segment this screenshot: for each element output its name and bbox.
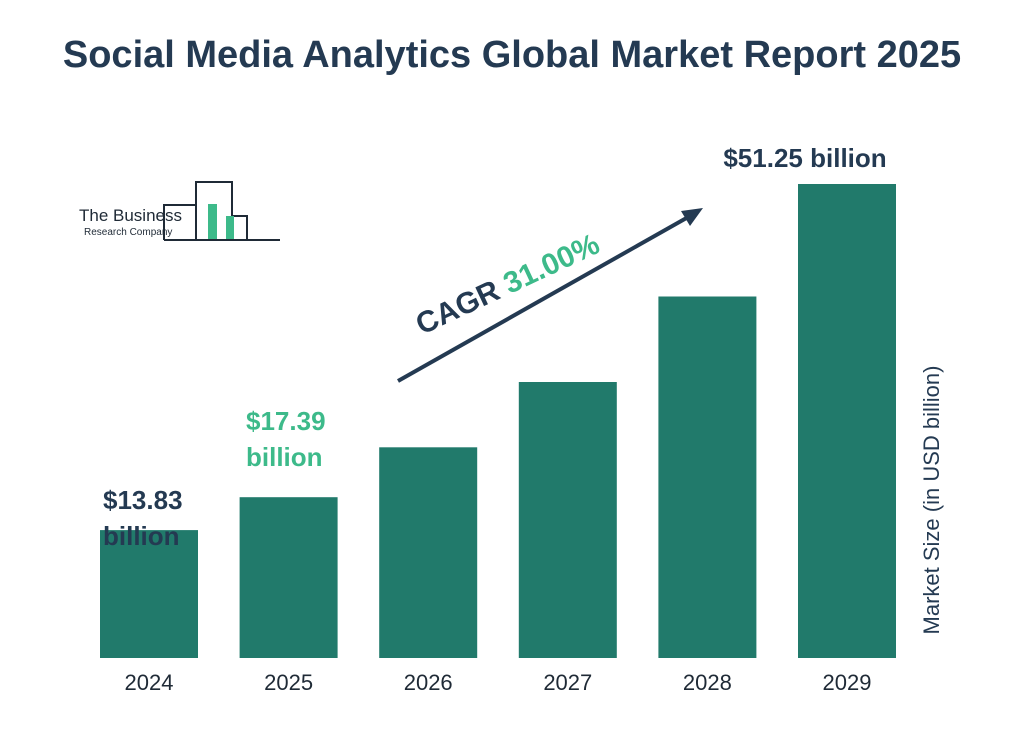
bar-2029: [798, 184, 896, 658]
data-label-2024: $13.83 billion: [103, 482, 223, 554]
x-tick-label-2027: 2027: [543, 670, 592, 695]
x-tick-label-2024: 2024: [125, 670, 174, 695]
y-axis-label: Market Size (in USD billion): [919, 365, 944, 635]
data-label-amount: $13.83: [103, 485, 183, 515]
data-label-2025: $17.39 billion: [246, 403, 366, 475]
bar-2025: [239, 497, 338, 658]
company-logo: The Business Research Company: [76, 180, 286, 246]
bar-2027: [518, 382, 617, 658]
bar-2024: [100, 530, 198, 658]
x-tick-label-2028: 2028: [683, 670, 732, 695]
logo-text-primary: The Business: [79, 206, 182, 225]
data-label-amount: $17.39: [246, 406, 326, 436]
x-tick-label-2026: 2026: [404, 670, 453, 695]
x-tick-label-2025: 2025: [264, 670, 313, 695]
logo-text-secondary: Research Company: [84, 227, 173, 238]
data-label-unit: billion: [103, 521, 180, 551]
trend-arrow-line: [397, 214, 691, 383]
bar-2028: [658, 296, 757, 658]
data-label-2029: $51.25 billion: [700, 140, 910, 176]
data-label-unit: billion: [246, 442, 323, 472]
trend-arrow-head: [681, 208, 703, 226]
data-label-amount: $51.25: [723, 143, 803, 173]
bar-2026: [379, 447, 478, 658]
chart-title: Social Media Analytics Global Market Rep…: [62, 34, 962, 76]
x-tick-label-2029: 2029: [823, 670, 872, 695]
data-label-unit: billion: [810, 143, 887, 173]
logo-buildings-icon: [163, 181, 280, 241]
